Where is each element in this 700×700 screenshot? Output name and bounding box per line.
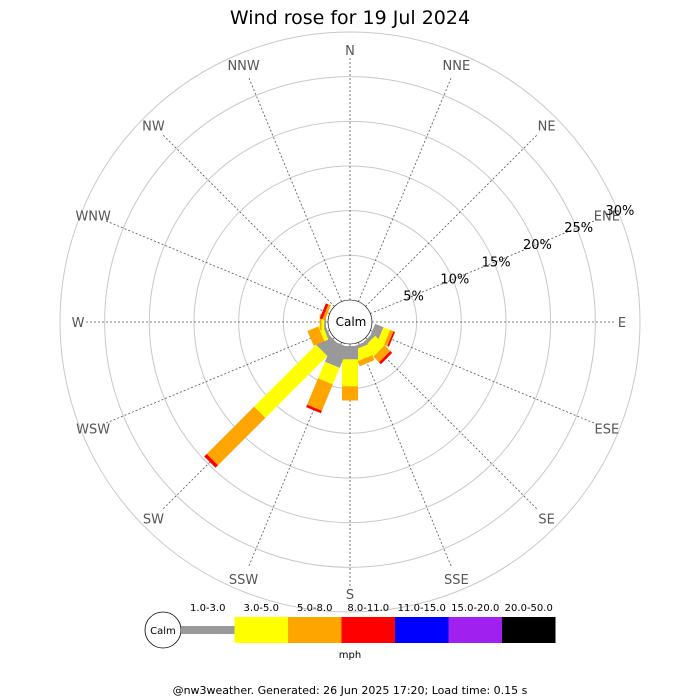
- bar-sw-1: [254, 344, 328, 418]
- legend-units: mph: [339, 650, 361, 661]
- ring-labels: 5% 10% 15% 20% 25% 30%: [403, 204, 634, 304]
- direction-label-wsw: WSW: [76, 422, 110, 437]
- direction-label-nne: NNE: [443, 59, 471, 74]
- spoke-nne: [358, 77, 452, 302]
- ring-label-15: 15%: [482, 255, 511, 270]
- direction-label-nw: NW: [142, 119, 165, 134]
- spoke-nw: [162, 134, 335, 307]
- spoke-wsw: [105, 330, 330, 424]
- bar-wnw-2: [322, 304, 331, 321]
- legend-bin-label-5: 15.0-20.0: [451, 603, 499, 614]
- ring-label-25: 25%: [564, 221, 593, 236]
- legend-bin-label-2: 5.0-8.0: [297, 603, 332, 614]
- legend-bin-label-3: 8.0-11.0: [347, 603, 389, 614]
- bar-wnw-3: [319, 303, 329, 320]
- bar-wsw-2: [307, 326, 325, 346]
- legend-swatch-0: [181, 626, 235, 634]
- bar-sw-0: [316, 333, 339, 356]
- spoke-ese: [370, 330, 595, 424]
- direction-label-e: E: [618, 316, 626, 331]
- legend-swatch-2: [288, 617, 342, 643]
- direction-label-w: W: [72, 316, 85, 331]
- legend-calm-label: Calm: [150, 626, 176, 637]
- spoke-se: [365, 337, 538, 510]
- chart-title: Wind rose for 19 Jul 2024: [230, 7, 470, 29]
- legend-bin-label-4: 11.0-15.0: [398, 603, 446, 614]
- direction-label-ne: NE: [538, 119, 556, 134]
- bar-ese-2: [384, 329, 394, 347]
- spoke-sse: [358, 342, 452, 567]
- ring-label-20: 20%: [523, 238, 552, 253]
- direction-labels: N NNE NE ENE E ESE SE SSE S SSW SW WSW W WNW NW NNW: [72, 44, 627, 603]
- bar-s-1: [342, 359, 358, 387]
- calm-label: Calm: [336, 315, 367, 329]
- bar-sw-3: [204, 454, 218, 468]
- bar-s-2: [342, 386, 358, 401]
- bar-sw-2: [206, 406, 266, 466]
- legend-bin-label-0: 1.0-3.0: [190, 603, 225, 614]
- ring-25: [104, 76, 596, 568]
- direction-label-se: SE: [538, 513, 554, 528]
- bar-se-3: [379, 351, 393, 365]
- legend-swatch-4: [395, 617, 449, 643]
- direction-label-wnw: WNW: [75, 210, 111, 225]
- ring-20: [148, 120, 552, 524]
- direction-label-n: N: [345, 44, 355, 59]
- direction-label-ese: ESE: [594, 422, 619, 437]
- ring-label-30: 30%: [605, 204, 634, 219]
- legend-bin-label-6: 20.0-50.0: [505, 603, 553, 614]
- bar-ese-1: [377, 327, 391, 345]
- legend-swatch-3: [341, 617, 395, 643]
- direction-label-sse: SSE: [444, 573, 469, 588]
- direction-label-nnw: NNW: [227, 59, 259, 74]
- bar-ssw-2: [307, 378, 333, 411]
- legend-swatch-6: [502, 617, 556, 643]
- bar-ssw-3: [306, 404, 322, 414]
- direction-label-ene: ENE: [594, 210, 620, 225]
- bars-group: [204, 303, 395, 468]
- direction-label-sw: SW: [143, 513, 164, 528]
- ring-label-5: 5%: [403, 289, 424, 304]
- legend-swatches: 1.0-3.0 3.0-5.0 5.0-8.0 8.0-11.0 11.0-15.0 15…: [181, 603, 556, 643]
- spoke-wnw: [105, 220, 330, 314]
- bar-sse-2: [357, 355, 375, 367]
- direction-label-ssw: SSW: [229, 573, 259, 588]
- spoke-ne: [365, 134, 538, 307]
- direction-label-s: S: [346, 588, 354, 603]
- bar-ssw-1: [318, 361, 340, 385]
- legend-bin-label-1: 3.0-5.0: [244, 603, 279, 614]
- spoke-ene: [370, 220, 595, 314]
- ring-label-10: 10%: [440, 272, 469, 287]
- spoke-nnw: [248, 77, 342, 302]
- ring-30: [59, 31, 641, 613]
- legend-swatch-1: [234, 617, 288, 643]
- bar-se-2: [373, 345, 391, 363]
- bar-ese-3: [387, 331, 395, 347]
- legend: Calm 1.0-3.0 3.0-5.0 5.0-8.0 8.0-11.0 11.0-1…: [144, 603, 556, 661]
- footer-text: @nw3weather. Generated: 26 Jun 2025 17:2…: [173, 684, 528, 697]
- legend-swatch-5: [448, 617, 502, 643]
- calm-circle: [327, 299, 373, 345]
